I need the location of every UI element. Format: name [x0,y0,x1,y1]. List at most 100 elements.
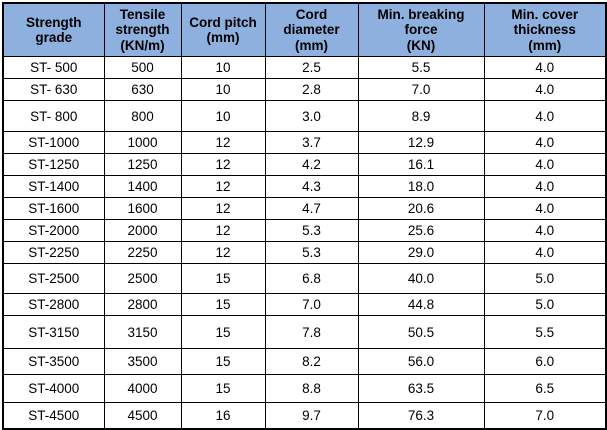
data-cell: ST-1400 [2,175,105,198]
data-cell: 63.5 [357,374,485,403]
data-cell: 12 [180,219,266,242]
data-cell: 10 [180,56,266,79]
data-cell: 15 [180,374,266,403]
data-cell: 4.0 [483,197,607,220]
table-row: ST-1600 1600 12 4.7 20.6 4.0 [2,197,607,220]
data-cell: 12 [180,197,266,220]
data-cell: 29.0 [357,241,485,264]
data-cell: 8.2 [264,348,359,375]
data-cell: 6.0 [483,348,607,375]
data-cell: 630 [103,78,182,101]
data-cell: 1400 [103,175,182,198]
data-cell: 4500 [103,402,182,430]
data-cell: 3500 [103,348,182,375]
data-cell: 18.0 [357,175,485,198]
data-cell: ST- 630 [2,78,105,101]
data-cell: 8.8 [264,374,359,403]
data-cell: ST-1600 [2,197,105,220]
data-cell: 6.5 [483,374,607,403]
data-cell: 20.6 [357,197,485,220]
data-cell: 12 [180,241,266,264]
data-cell: ST- 800 [2,100,105,132]
data-cell: 2800 [103,293,182,316]
data-cell: 9.7 [264,402,359,430]
column-header: Cord pitch (mm) [180,2,266,57]
data-cell: 7.0 [483,402,607,430]
data-cell: ST-2000 [2,219,105,242]
table-row: ST-4500 4500 16 9.7 76.3 7.0 [2,402,607,430]
table-row: ST-3150 3150 15 7.8 50.5 5.5 [2,315,607,349]
data-cell: 16.1 [357,153,485,176]
data-cell: 12 [180,175,266,198]
data-cell: 15 [180,348,266,375]
data-cell: 5.5 [357,56,485,79]
data-cell: 5.3 [264,241,359,264]
data-cell: 4.3 [264,175,359,198]
table-row: ST-3500 3500 15 8.2 56.0 6.0 [2,348,607,375]
data-cell: 56.0 [357,348,485,375]
data-cell: 15 [180,315,266,349]
data-cell: 2.8 [264,78,359,101]
data-cell: 10 [180,78,266,101]
column-header: Strength grade [2,2,105,57]
data-cell: 4.0 [483,100,607,132]
data-cell: 5.0 [483,263,607,294]
data-cell: 4.0 [483,219,607,242]
column-header: Tensile strength (KN/m) [103,2,182,57]
data-cell: 1250 [103,153,182,176]
table-row: ST- 500 500 10 2.5 5.5 4.0 [2,56,607,79]
data-cell: ST- 500 [2,56,105,79]
table-row: ST-1250 1250 12 4.2 16.1 4.0 [2,153,607,176]
data-cell: 76.3 [357,402,485,430]
header-row: Strength grade Tensile strength (KN/m) Cor… [2,2,607,57]
data-cell: ST-4000 [2,374,105,403]
data-cell: 15 [180,263,266,294]
column-header: Min. cover thickness (mm) [483,2,607,57]
data-cell: 12 [180,131,266,154]
data-cell: 7.0 [264,293,359,316]
data-cell: 40.0 [357,263,485,294]
data-cell: 4.0 [483,175,607,198]
data-cell: 12 [180,153,266,176]
data-cell: ST-1250 [2,153,105,176]
data-cell: 4.0 [483,241,607,264]
data-cell: ST-1000 [2,131,105,154]
data-cell: 4.7 [264,197,359,220]
data-cell: 4.0 [483,78,607,101]
data-cell: 7.8 [264,315,359,349]
data-cell: 2500 [103,263,182,294]
data-cell: 2250 [103,241,182,264]
column-header: Cord diameter (mm) [264,2,359,57]
table-row: ST-2250 2250 12 5.3 29.0 4.0 [2,241,607,264]
data-cell: 10 [180,100,266,132]
column-header: Min. breaking force (KN) [357,2,485,57]
data-cell: ST-2500 [2,263,105,294]
data-cell: ST-3150 [2,315,105,349]
data-cell: 4.0 [483,56,607,79]
data-cell: 1000 [103,131,182,154]
data-cell: ST-2800 [2,293,105,316]
data-cell: 3150 [103,315,182,349]
data-cell: 1600 [103,197,182,220]
table-row: ST- 800 800 10 3.0 8.9 4.0 [2,100,607,132]
data-cell: 3.7 [264,131,359,154]
data-cell: 4.2 [264,153,359,176]
table-row: ST-4000 4000 15 8.8 63.5 6.5 [2,374,607,403]
data-cell: 44.8 [357,293,485,316]
data-cell: 5.3 [264,219,359,242]
data-cell: 6.8 [264,263,359,294]
data-cell: ST-2250 [2,241,105,264]
data-cell: 25.6 [357,219,485,242]
data-cell: 4.0 [483,153,607,176]
data-cell: 12.9 [357,131,485,154]
data-cell: 15 [180,293,266,316]
data-cell: 5.0 [483,293,607,316]
data-cell: 50.5 [357,315,485,349]
data-cell: 2000 [103,219,182,242]
data-cell: 500 [103,56,182,79]
table-body: ST- 500 500 10 2.5 5.5 4.0 ST- 630 630 10 2.8 7.0 4… [2,56,607,430]
table-row: ST-1000 1000 12 3.7 12.9 4.0 [2,131,607,154]
data-cell: ST-4500 [2,402,105,430]
